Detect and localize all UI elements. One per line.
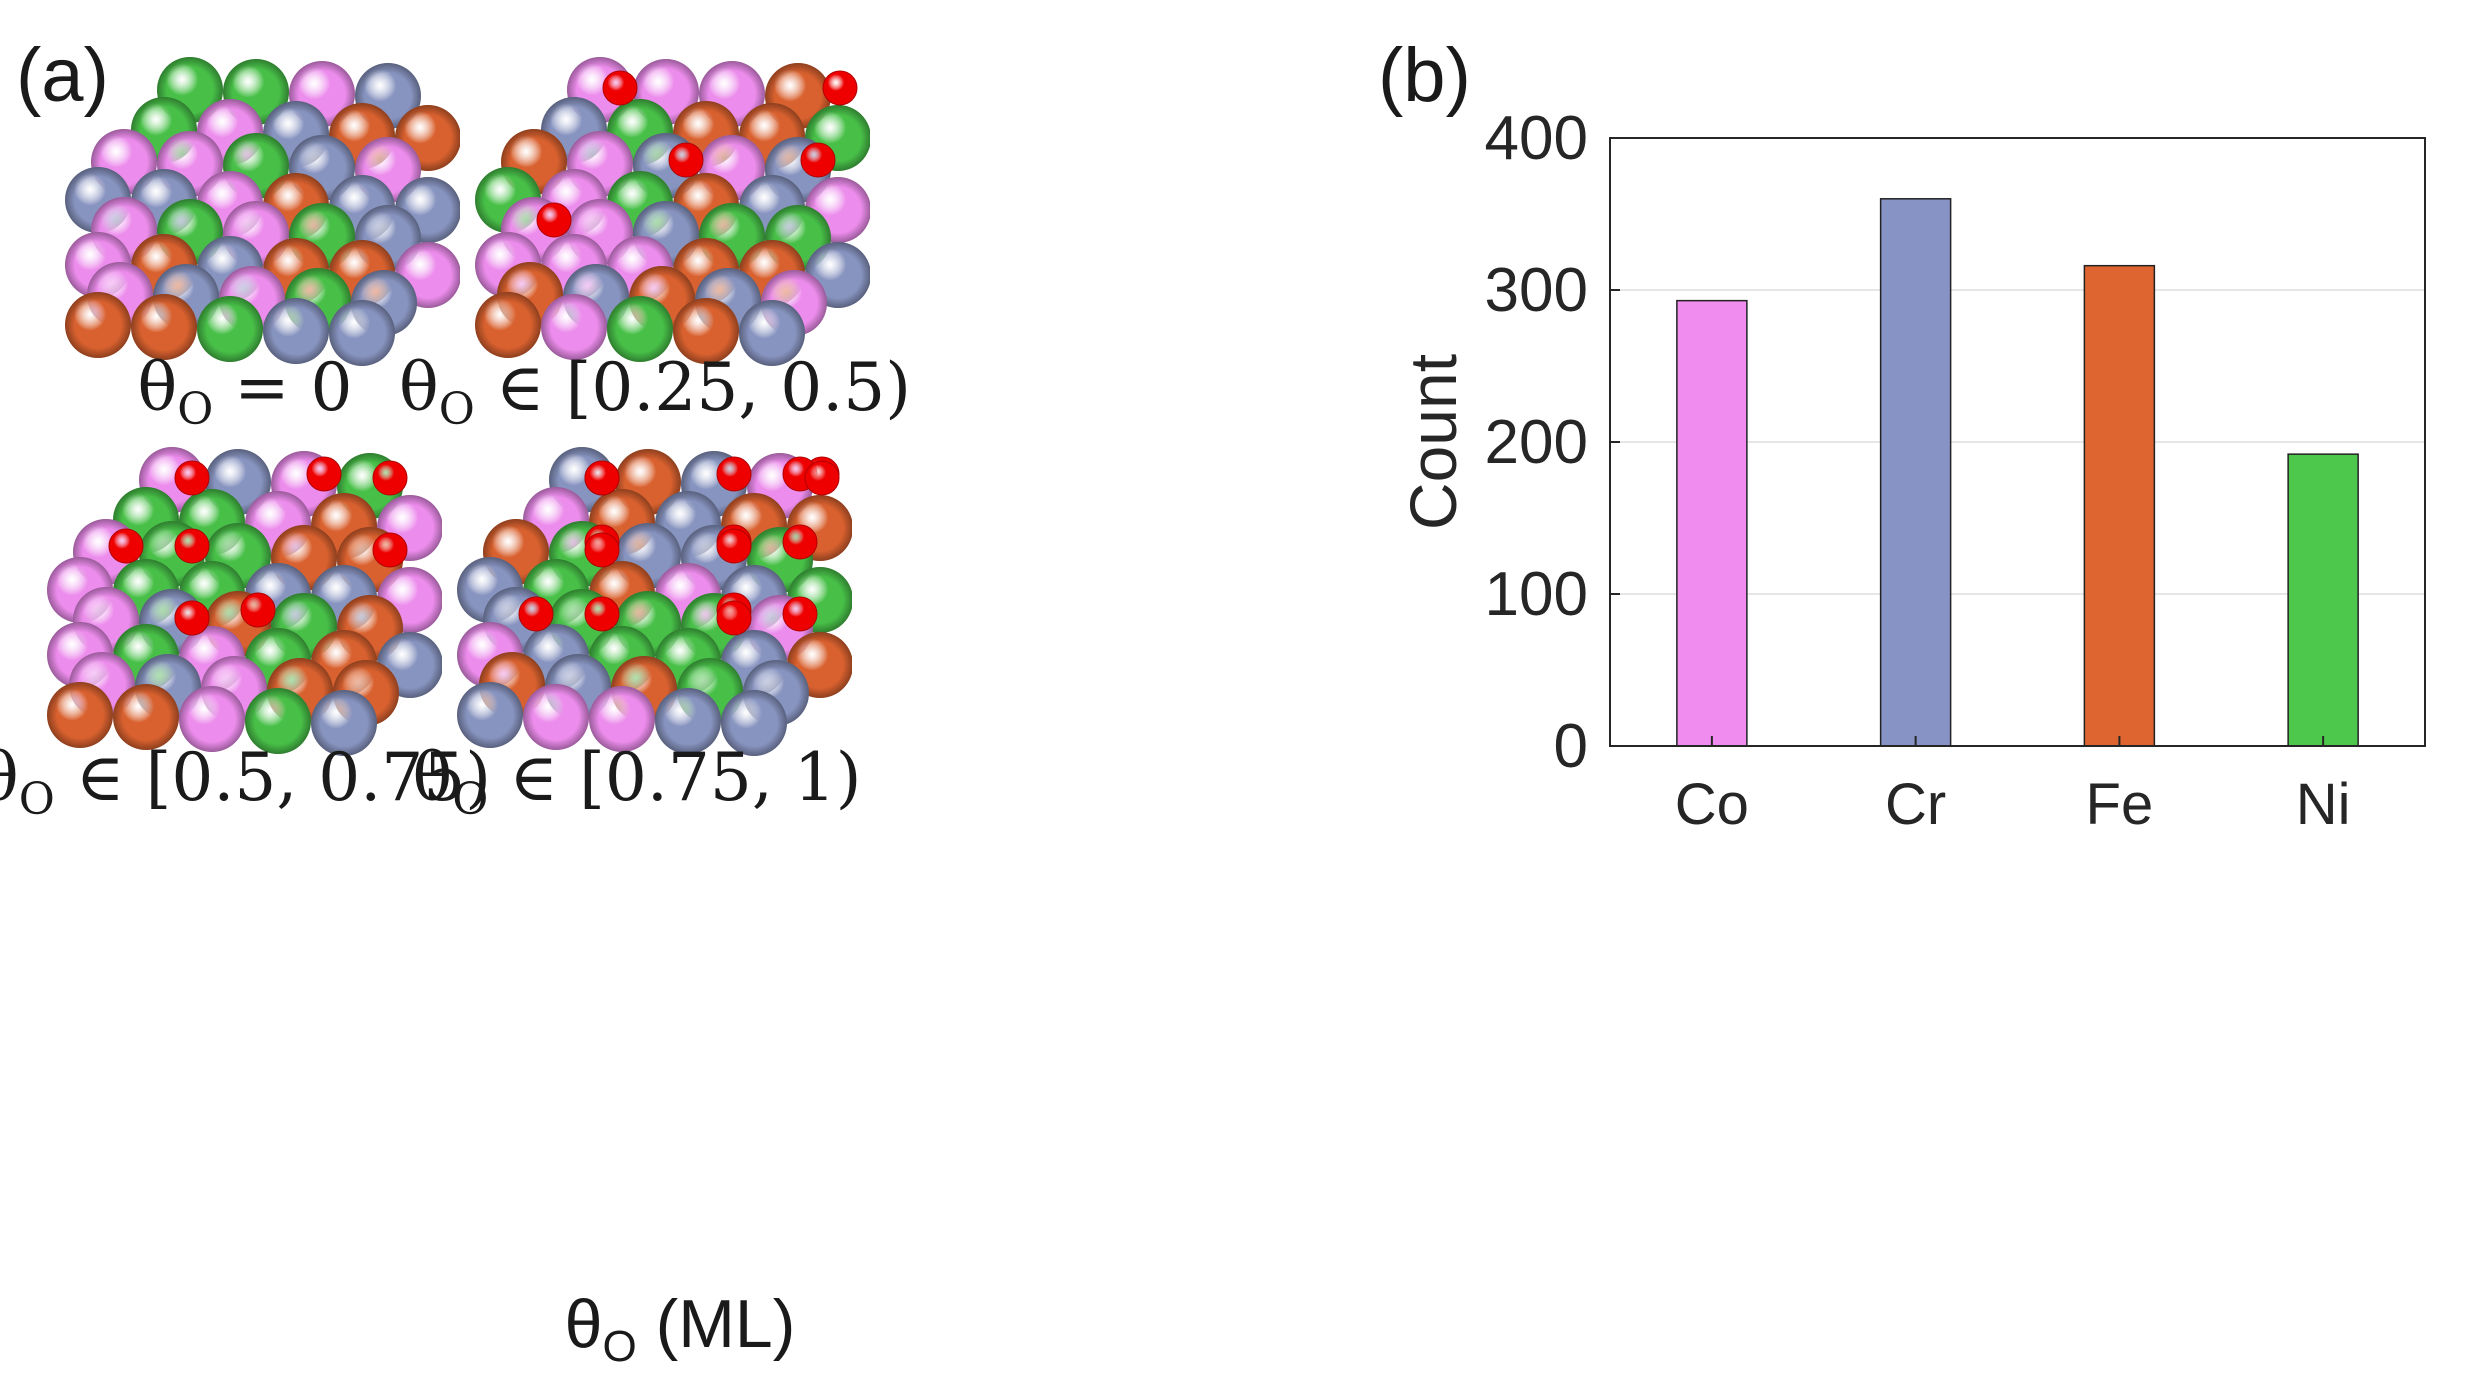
x-tick-label: Cr: [1885, 772, 1946, 837]
atom-shade: [311, 690, 377, 756]
atom-shade: [589, 686, 655, 752]
y-axis-label: Count: [1396, 354, 1470, 530]
caption-mid-coverage: θO ∈ [0.5, 0.75): [0, 739, 492, 825]
oxygen-atom: [372, 460, 408, 496]
oxygen-atom: [584, 596, 620, 632]
panel-b-label: (b): [1378, 33, 1471, 118]
oxygen-atom: [306, 456, 342, 492]
x-tick-label: Ni: [2296, 772, 2351, 837]
y-tick-label: 100: [1485, 560, 1588, 629]
oxygen-atom: [782, 524, 818, 560]
oxygen-atom: [668, 142, 704, 178]
atom-shade: [655, 688, 721, 754]
atom-shade: [197, 296, 263, 362]
y-tick-label: 0: [1554, 712, 1588, 781]
oxygen-atom: [518, 596, 554, 632]
panel-a-label: (a): [16, 33, 109, 118]
oxygen-atom: [716, 528, 752, 564]
x-tick-label: Fe: [2086, 772, 2154, 837]
atom-cluster-mid-coverage: [47, 447, 442, 756]
bar-cr: [1879, 198, 1952, 747]
oxygen-atom: [108, 528, 144, 564]
atom-shade: [113, 684, 179, 750]
atom-cluster-low-coverage: [475, 57, 870, 366]
x-tick-label: Co: [1675, 772, 1749, 837]
oxygen-atom: [174, 460, 210, 496]
oxygen-atom: [584, 532, 620, 568]
bar-ni: [2287, 453, 2359, 747]
bar-co: [1676, 299, 1748, 747]
oxygen-atom: [372, 532, 408, 568]
atom-shade: [179, 686, 245, 752]
oxygen-atom: [782, 596, 818, 632]
caption-high-coverage: θO ∈ [0.75, 1): [412, 739, 862, 825]
y-tick-label: 200: [1485, 408, 1588, 477]
atom-shade: [475, 292, 541, 358]
atom-shade: [263, 298, 329, 364]
oxygen-atom: [174, 528, 210, 564]
oxygen-atom: [800, 142, 836, 178]
atom-shade: [47, 682, 113, 748]
atom-shade: [739, 300, 805, 366]
atom-shade: [721, 690, 787, 756]
atom-shade: [245, 688, 311, 754]
oxygen-atom: [536, 202, 572, 238]
atom-shade: [329, 300, 395, 366]
oxygen-atom: [240, 592, 276, 628]
y-tick-label: 400: [1485, 104, 1588, 173]
oxygen-atom: [804, 460, 840, 496]
atom-shade: [673, 298, 739, 364]
atom-cluster-high-coverage: [457, 447, 852, 756]
oxygen-atom: [716, 456, 752, 492]
caption-low-coverage: θO ∈ [0.25, 0.5): [398, 349, 912, 435]
atom-shade: [65, 292, 131, 358]
y-tick-label: 300: [1485, 256, 1588, 325]
atom-shade: [523, 684, 589, 750]
element-count-bar-chart: Co Cr Fe Ni 0 100 200 300 400 Count: [1396, 104, 2426, 837]
atom-cluster-clean: [65, 57, 460, 366]
panel-a-axis-title: θO (ML): [564, 1286, 796, 1371]
caption-clean: θO = 0: [137, 349, 353, 435]
oxygen-atom: [174, 600, 210, 636]
bar-fe: [2083, 264, 2156, 747]
atom-shade: [131, 294, 197, 360]
oxygen-atom: [584, 460, 620, 496]
atom-shade: [541, 294, 607, 360]
atom-shade: [457, 682, 523, 748]
oxygen-atom: [822, 70, 858, 106]
oxygen-atom: [716, 600, 752, 636]
oxygen-atom: [602, 70, 638, 106]
atom-shade: [607, 296, 673, 362]
